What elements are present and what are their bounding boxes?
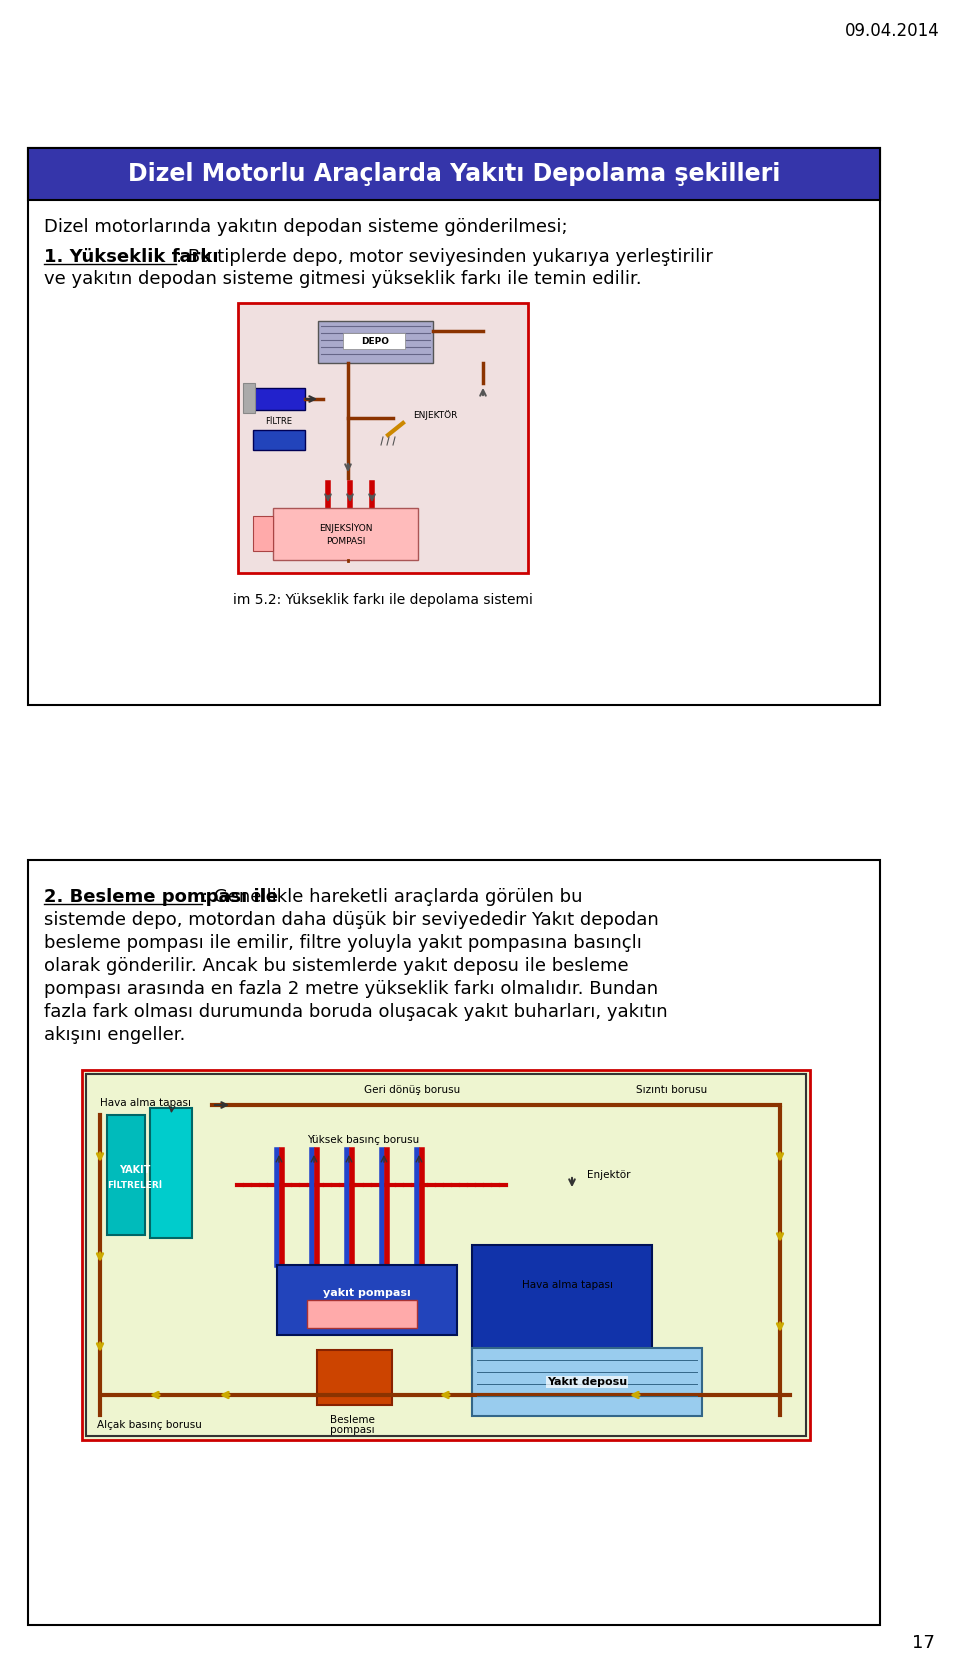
Text: Besleme: Besleme [329,1415,374,1425]
Text: fazla fark olması durumunda boruda oluşacak yakıt buharları, yakıtın: fazla fark olması durumunda boruda oluşa… [44,1002,667,1021]
Text: besleme pompası ile emilir, filtre yoluyla yakıt pompasına basınçlı: besleme pompası ile emilir, filtre yoluy… [44,934,642,952]
Text: Sızıntı borusu: Sızıntı borusu [636,1084,708,1094]
Polygon shape [253,431,305,449]
Polygon shape [318,322,433,364]
Text: ve yakıtın depodan sisteme gitmesi yükseklik farkı ile temin edilir.: ve yakıtın depodan sisteme gitmesi yükse… [44,270,641,288]
Text: FİLTRELERİ: FİLTRELERİ [108,1180,162,1190]
Text: : Genellikle hareketli araçlarda görülen bu: : Genellikle hareketli araçlarda görülen… [202,888,583,907]
Text: Dizel Motorlu Araçlarda Yakıtı Depolama şekilleri: Dizel Motorlu Araçlarda Yakıtı Depolama … [128,163,780,186]
Text: Hava alma tapası: Hava alma tapası [522,1280,613,1291]
Text: olarak gönderilir. Ancak bu sistemlerde yakıt deposu ile besleme: olarak gönderilir. Ancak bu sistemlerde … [44,957,629,975]
Text: pompası: pompası [329,1425,374,1435]
Polygon shape [238,303,528,573]
Text: 17: 17 [912,1634,935,1653]
Polygon shape [243,384,255,412]
Polygon shape [472,1348,702,1416]
Polygon shape [273,508,418,560]
Polygon shape [253,389,305,411]
Polygon shape [343,334,405,349]
Text: POMPASI: POMPASI [325,536,365,545]
Text: Dizel motorlarında yakıtın depodan sisteme gönderilmesi;: Dizel motorlarında yakıtın depodan siste… [44,218,567,236]
Text: 1. Yükseklik farkı: 1. Yükseklik farkı [44,248,219,266]
Text: sistemde depo, motordan daha düşük bir seviyededir Yakıt depodan: sistemde depo, motordan daha düşük bir s… [44,912,659,929]
Polygon shape [82,1069,810,1440]
Polygon shape [28,147,880,199]
Text: im 5.2: Yükseklik farkı ile depolama sistemi: im 5.2: Yükseklik farkı ile depolama sis… [233,593,533,607]
Text: Yüksek basınç borusu: Yüksek basınç borusu [307,1135,420,1145]
Text: : Bu tiplerde depo, motor seviyesinden yukarıya yerleştirilir: : Bu tiplerde depo, motor seviyesinden y… [176,248,713,266]
Polygon shape [107,1115,145,1235]
Polygon shape [253,516,273,551]
Text: 2. Besleme pompası ile: 2. Besleme pompası ile [44,888,284,907]
Text: akışını engeller.: akışını engeller. [44,1026,185,1044]
Text: FİLTRE: FİLTRE [266,417,293,426]
Text: yakıt pompası: yakıt pompası [324,1287,411,1297]
Text: ENJEKTÖR: ENJEKTÖR [413,411,457,421]
Polygon shape [150,1108,192,1239]
Text: pompası arasında en fazla 2 metre yükseklik farkı olmalıdır. Bundan: pompası arasında en fazla 2 metre yüksek… [44,980,659,997]
Polygon shape [277,1265,457,1336]
Polygon shape [472,1245,652,1364]
Text: ENJEKSİYON: ENJEKSİYON [319,523,372,533]
Text: Alçak basınç borusu: Alçak basınç borusu [97,1420,202,1430]
Polygon shape [307,1301,417,1327]
Text: Yakıt deposu: Yakıt deposu [547,1378,627,1388]
Text: YAKIT: YAKIT [119,1165,151,1175]
Text: DEPO: DEPO [362,337,390,345]
Text: Geri dönüş borusu: Geri dönüş borusu [364,1084,460,1094]
Text: Enjektör: Enjektör [587,1170,631,1180]
Text: Hava alma tapası: Hava alma tapası [100,1098,191,1108]
Text: 09.04.2014: 09.04.2014 [845,22,940,40]
Polygon shape [317,1349,392,1404]
